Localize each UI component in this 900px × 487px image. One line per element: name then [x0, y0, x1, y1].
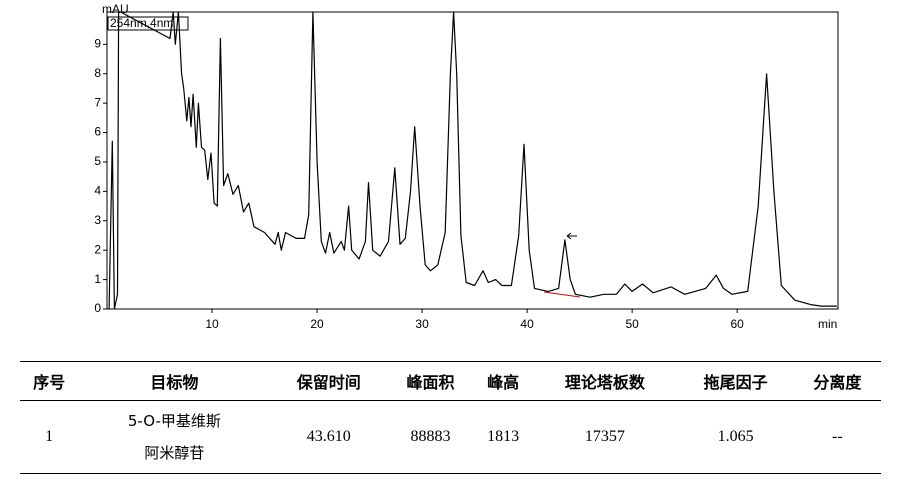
table-cell: 88883	[386, 400, 475, 474]
header-cell: 峰高	[474, 361, 533, 401]
x-tick-label: 50	[625, 317, 639, 331]
header-cell: 理论塔板数	[532, 361, 678, 401]
cell-text: 1	[45, 428, 54, 445]
y-tick-label: 1	[94, 272, 101, 286]
x-tick-label: 40	[520, 317, 534, 331]
header-row: 序号 目标物 保留时间 峰面积 峰高 理论塔板数 拖尾因子 分离度	[20, 361, 881, 401]
annotation-box	[107, 16, 189, 31]
y-tick-label: 8	[94, 66, 101, 80]
table-body: 1 5-O-甲基维斯阿米醇苷 43.610 88883 1813 17357 1.065 --	[20, 400, 881, 474]
y-tick-label: 4	[94, 184, 101, 198]
y-tick-label: 6	[94, 125, 101, 139]
table-cell: 1	[20, 400, 79, 474]
cell-text: 88883	[410, 428, 451, 445]
header-cell: 拖尾因子	[677, 361, 794, 401]
x-tick-label: 20	[310, 317, 324, 331]
x-tick-label: 10	[205, 317, 219, 331]
header-cell: 保留时间	[270, 361, 387, 401]
y-tick-label: 0	[94, 301, 101, 315]
y-tick-label: 2	[94, 242, 101, 256]
table-cell: 43.610	[270, 400, 387, 474]
y-tick-label: 9	[94, 37, 101, 51]
header-cell: 分离度	[793, 361, 881, 401]
table-cell: --	[793, 400, 881, 474]
cell-text: 17357	[584, 428, 625, 445]
header-cell: 序号	[20, 361, 79, 401]
integration-baseline	[543, 291, 581, 298]
y-tick-label: 3	[94, 213, 101, 227]
table-cell: 1813	[474, 400, 533, 474]
cell-text: 1.065	[717, 428, 754, 445]
cell-text: --	[832, 428, 843, 445]
header-cell: 峰面积	[386, 361, 475, 401]
table-cell: 17357	[532, 400, 678, 474]
chromatogram-line	[108, 11, 837, 310]
header-cell: 目标物	[78, 361, 271, 401]
compound-name: 5-O-甲基维斯阿米醇苷	[127, 412, 221, 462]
x-axis-label: min	[818, 317, 837, 331]
y-tick-label: 5	[94, 154, 101, 168]
cell-text: 1813	[487, 428, 520, 445]
x-tick-label: 60	[730, 317, 744, 331]
peak-marker	[566, 232, 577, 240]
y-tick-label: 7	[94, 95, 101, 109]
cell-text: 43.610	[306, 428, 351, 445]
x-tick-label: 30	[415, 317, 429, 331]
plot-frame	[106, 11, 839, 310]
table-row: 1 5-O-甲基维斯阿米醇苷 43.610 88883 1813 17357 1.065 --	[20, 400, 881, 474]
table-cell: 5-O-甲基维斯阿米醇苷	[78, 400, 271, 474]
table-cell: 1.065	[677, 400, 794, 474]
results-table: 序号 目标物 保留时间 峰面积 峰高 理论塔板数 拖尾因子 分离度 1 5-O-甲基维斯阿米醇苷…	[20, 361, 881, 474]
